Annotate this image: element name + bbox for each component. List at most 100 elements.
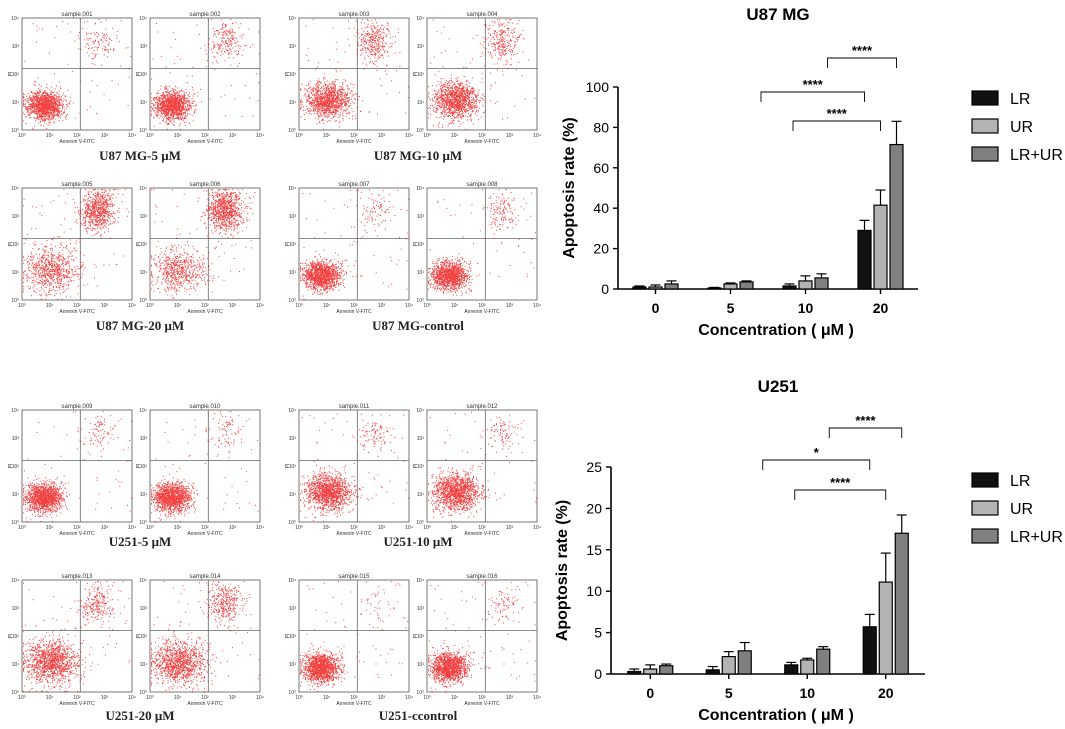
flow-x-tick-label: 10² <box>350 695 358 701</box>
flow-y-tick-label: 10¹ <box>12 492 20 498</box>
flow-plot-frame <box>149 579 261 693</box>
flow-x-tick-label: 10⁰ <box>295 133 303 139</box>
flow-x-tick-label: 10³ <box>378 133 386 139</box>
legend-label: LR+UR <box>1010 147 1063 164</box>
flow-y-tick-label: 10¹ <box>12 662 20 668</box>
flow-y-tick-label: 10⁰ <box>288 690 296 696</box>
flow-x-tick-label: 10² <box>201 133 209 139</box>
flow-y-axis-label: PI <box>413 72 419 77</box>
flow-x-axis-label: Annexin V-FITC <box>187 139 223 145</box>
flow-x-tick-label: 10⁰ <box>18 133 26 139</box>
flow-plot-title: sample.006 <box>189 182 221 188</box>
flow-y-tick-label: 10³ <box>289 436 297 442</box>
significance-label: **** <box>855 413 876 428</box>
flow-y-tick-label: 10² <box>140 634 148 640</box>
flow-y-tick-label: 10⁴ <box>288 578 296 584</box>
chart-y-tick-label: 25 <box>586 459 602 475</box>
flow-x-tick-label: 10² <box>350 525 358 531</box>
flow-plot-events <box>300 581 409 692</box>
flow-x-tick-label: 10¹ <box>451 525 459 531</box>
flow-x-tick-label: 10² <box>478 133 486 139</box>
legend-swatch-lr-plus-ur <box>971 146 999 162</box>
flow-y-tick-label: 10¹ <box>12 270 20 276</box>
flow-plot-title: sample.008 <box>466 182 498 188</box>
flow-x-tick-label: 10⁴ <box>256 303 264 309</box>
flow-plot-title: sample.005 <box>61 182 93 188</box>
bar-lr-5 <box>705 669 720 675</box>
legend-swatch-ur <box>971 118 999 134</box>
flow-plot-events <box>151 581 260 692</box>
flow-x-tick-label: 10³ <box>506 525 514 531</box>
legend-label: LR+UR <box>1010 529 1063 546</box>
flow-x-tick-label: 10² <box>350 133 358 139</box>
flow-x-tick-label: 10¹ <box>174 303 182 309</box>
bar-lr-0 <box>632 286 647 290</box>
flow-x-tick-label: 10² <box>73 525 81 531</box>
flow-x-tick-label: 10⁰ <box>423 695 431 701</box>
chart-y-tick-label: 80 <box>593 119 609 135</box>
bar-lr-20 <box>862 626 877 675</box>
chart-x-tick-label: 0 <box>652 300 660 316</box>
chart-y-axis-label: Apoptosis rate (%) <box>554 500 571 641</box>
flow-x-axis-label: Annexin V-FITC <box>187 309 223 315</box>
flow-plot-events <box>23 19 132 130</box>
flow-x-tick-label: 10² <box>478 303 486 309</box>
flow-y-tick-label: 10¹ <box>289 270 297 276</box>
bar-lr-10 <box>784 664 799 675</box>
flow-plot-title: sample.014 <box>189 574 221 580</box>
flow-plot-events <box>151 19 260 130</box>
bar-lr-5 <box>707 287 722 290</box>
flow-x-tick-label: 10² <box>73 303 81 309</box>
flow-y-tick-label: 10² <box>140 72 148 78</box>
bar-lr-0 <box>627 670 642 675</box>
bar-lr-plus-ur-0 <box>659 665 674 675</box>
flow-y-axis-label: PI <box>413 242 419 247</box>
chart-y-tick-label: 0 <box>594 666 602 682</box>
legend-swatch-lr <box>971 90 999 106</box>
bar-ur-5 <box>723 283 738 290</box>
flow-x-tick-label: 10¹ <box>451 303 459 309</box>
flow-y-tick-label: 10⁴ <box>139 186 147 192</box>
flow-y-axis-label: PI <box>285 634 291 639</box>
flow-x-tick-label: 10⁰ <box>423 525 431 531</box>
flow-x-tick-label: 10⁴ <box>405 695 413 701</box>
chart-y-tick-label: 20 <box>586 500 602 516</box>
flow-y-tick-label: 10² <box>289 242 297 248</box>
flow-y-tick-label: 10⁴ <box>416 578 424 584</box>
bar-lr-10 <box>782 285 797 290</box>
flow-y-tick-label: 10¹ <box>140 270 148 276</box>
flow-x-tick-label: 10⁴ <box>256 695 264 701</box>
flow-x-tick-label: 10³ <box>101 695 109 701</box>
flow-y-axis-label: PI <box>413 634 419 639</box>
significance-bracket <box>827 57 897 68</box>
flow-y-tick-label: 10¹ <box>12 100 20 106</box>
flow-x-axis-label: Annexin V-FITC <box>59 139 95 145</box>
flow-y-tick-label: 10³ <box>12 436 20 442</box>
flow-plot-title: sample.016 <box>466 574 498 580</box>
flow-x-tick-label: 10⁴ <box>256 133 264 139</box>
flow-y-tick-label: 10³ <box>289 606 297 612</box>
flow-x-tick-label: 10¹ <box>46 695 54 701</box>
flow-x-tick-label: 10¹ <box>323 303 331 309</box>
flow-y-tick-label: 10¹ <box>289 492 297 498</box>
flow-group-caption: U87 MG-20 μM <box>96 318 184 333</box>
flow-x-tick-label: 10³ <box>229 525 237 531</box>
flow-x-tick-label: 10² <box>73 133 81 139</box>
flow-x-axis-label: Annexin V-FITC <box>59 309 95 315</box>
flow-x-tick-label: 10⁰ <box>18 303 26 309</box>
flow-x-tick-label: 10¹ <box>451 133 459 139</box>
chart-y-tick-label: 15 <box>586 542 602 558</box>
flow-y-tick-label: 10² <box>12 72 20 78</box>
flow-y-axis-label: PI <box>136 464 142 469</box>
flow-y-tick-label: 10⁴ <box>11 408 19 414</box>
flow-plot-title: sample.009 <box>61 404 93 410</box>
flow-group-caption: U87 MG-5 μM <box>99 148 181 163</box>
flow-x-tick-label: 10³ <box>378 695 386 701</box>
flow-x-tick-label: 10⁴ <box>256 525 264 531</box>
flow-y-tick-label: 10⁰ <box>139 298 147 304</box>
flow-y-tick-label: 10² <box>417 72 425 78</box>
